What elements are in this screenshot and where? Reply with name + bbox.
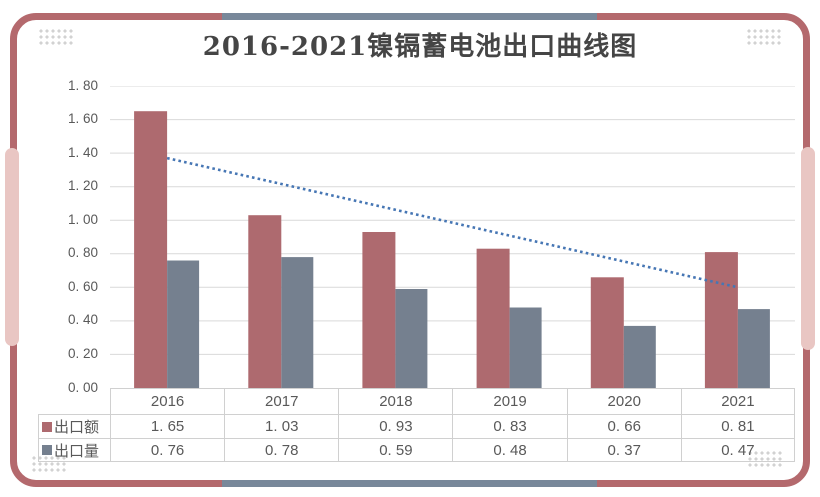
chart-plot (110, 86, 795, 388)
bar-export-volume-2016 (167, 260, 200, 388)
bar-export-value-2018 (362, 232, 396, 388)
corner-dots-top-right (746, 28, 781, 45)
bar-export-value-2019 (476, 248, 510, 388)
corner-dots-bottom-right (747, 450, 782, 467)
legend-item-export-value: 出口额 (38, 414, 110, 438)
table-cell: 1. 03 (224, 414, 339, 438)
frame-pill-right (801, 147, 815, 350)
bar-export-value-2016 (134, 111, 168, 388)
y-axis: 0. 00 0. 20 0. 40 0. 60 0. 80 1. 00 1. 20 1. 40… (52, 78, 102, 395)
legend-swatch-icon (42, 421, 52, 432)
x-axis-label-2021: 2021 (680, 388, 795, 414)
y-axis-tick-label: 1. 80 (67, 77, 98, 93)
table-cell: 0. 81 (680, 414, 795, 438)
table-cell: 0. 47 (680, 438, 795, 462)
y-axis-tick-label: 0. 80 (67, 245, 98, 261)
bar-export-value-2020 (590, 277, 624, 388)
bar-export-volume-2021 (737, 309, 770, 388)
bar-export-value-2017 (248, 215, 282, 388)
bar-export-volume-2019 (509, 307, 542, 388)
table-cell: 0. 37 (566, 438, 681, 462)
bar-export-volume-2017 (281, 257, 314, 388)
legend-label: 出口量 (54, 442, 100, 460)
table-cell: 0. 93 (338, 414, 453, 438)
table-cell: 0. 76 (110, 438, 225, 462)
table-cell: 1. 65 (110, 414, 225, 438)
table-cell: 0. 66 (566, 414, 681, 438)
y-axis-tick-label: 0. 00 (67, 379, 98, 395)
frame-accent-bottom (222, 480, 597, 487)
y-axis-tick-label: 1. 40 (67, 144, 98, 160)
bar-export-volume-2018 (395, 289, 428, 388)
y-axis-tick-label: 1. 00 (67, 211, 98, 227)
frame-pill-left (5, 148, 19, 346)
y-axis-tick-label: 1. 20 (67, 178, 98, 194)
x-axis-label-2017: 2017 (224, 388, 339, 414)
corner-dots-top-left (38, 28, 73, 45)
bar-export-volume-2020 (623, 325, 656, 388)
chart-title: 2016-2021镍镉蓄电池出口曲线图 (202, 32, 638, 62)
table-cell: 0. 83 (452, 414, 567, 438)
y-axis-tick-label: 0. 60 (67, 278, 98, 294)
table-corner-cell (38, 388, 110, 414)
table-cell: 0. 59 (338, 438, 453, 462)
legend-item-export-volume: 出口量 (38, 438, 110, 462)
x-axis-label-2020: 2020 (566, 388, 681, 414)
y-axis-tick-label: 1. 60 (67, 111, 98, 127)
legend-swatch-icon (42, 445, 52, 455)
trendline (166, 156, 739, 289)
corner-dots-bottom-left (31, 455, 66, 472)
y-axis-tick-label: 0. 20 (67, 345, 98, 361)
data-table: 2016 2017 2018 2019 2020 2021 出口额 1. 65 … (38, 388, 795, 462)
table-cell: 0. 78 (224, 438, 339, 462)
x-axis-label-2016: 2016 (110, 388, 225, 414)
y-axis-tick-label: 0. 40 (67, 312, 98, 328)
bar-export-value-2021 (704, 252, 738, 388)
frame-accent-top (222, 13, 597, 20)
legend-label: 出口额 (54, 419, 100, 436)
x-axis-label-2019: 2019 (452, 388, 567, 414)
table-cell: 0. 48 (452, 438, 567, 462)
x-axis-label-2018: 2018 (338, 388, 453, 414)
